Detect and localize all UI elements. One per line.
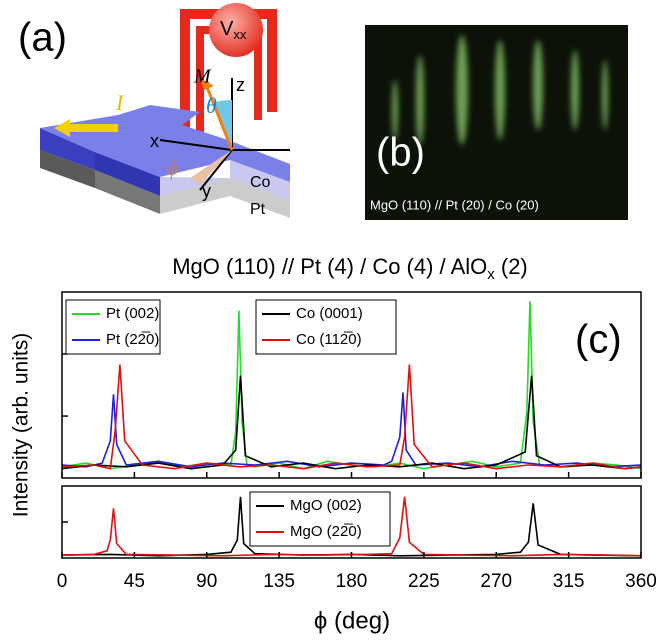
caption: MgO (110) // Pt (20) / Co (20) — [370, 197, 539, 212]
legend-label: Co (0001) — [296, 305, 363, 322]
x-tick-label: 90 — [196, 571, 217, 592]
series-line — [61, 392, 642, 468]
legend-box — [255, 299, 397, 355]
voltmeter — [209, 3, 263, 57]
legend-label: MgO (002) — [290, 497, 362, 514]
title-main: MgO (110) // Pt (4) / Co (4) / AlO — [172, 254, 487, 279]
rheed-streaks — [392, 35, 608, 145]
legend-label: MgO (22̅0) — [290, 523, 362, 540]
current-arrow — [54, 119, 70, 137]
y-label: y — [202, 181, 211, 201]
x-axis-label: ϕ (deg) — [314, 607, 390, 634]
legend-label: Pt (22̅0) — [106, 331, 159, 348]
m-arrow — [200, 78, 214, 90]
panel-a: (a) Vxx M θ z I x ϕ y Co Pt — [18, 3, 290, 218]
z-label: z — [236, 75, 245, 95]
title-end: (2) — [495, 254, 528, 279]
x-tick-label: 270 — [480, 571, 512, 592]
legend-box — [65, 299, 161, 355]
x-tick-label: 360 — [625, 571, 657, 592]
pt-side — [40, 150, 95, 188]
panel-label: (c) — [575, 318, 622, 362]
co-side — [95, 152, 160, 196]
legend-label: Co (112̅0) — [296, 331, 362, 348]
x-tick-label: 135 — [263, 571, 295, 592]
i-label: I — [115, 90, 125, 115]
title-sub: x — [487, 266, 495, 283]
co-side — [160, 160, 290, 200]
series-line — [61, 375, 642, 470]
x-label: x — [150, 131, 159, 151]
pt-side — [160, 178, 290, 218]
x-tick-label: 225 — [408, 571, 440, 592]
x-tick-label: 0 — [57, 571, 68, 592]
pt-side — [95, 170, 160, 214]
v: V — [220, 18, 234, 40]
v-sub: xx — [233, 27, 247, 42]
voltage-label: Vxx — [220, 18, 247, 42]
x-tick-label: 315 — [553, 571, 585, 592]
panel-label: (a) — [18, 16, 67, 60]
panel-b: (b) MgO (110) // Pt (20) / Co (20) — [365, 25, 628, 220]
co-side — [40, 128, 95, 170]
series-line — [61, 364, 642, 470]
series-line — [61, 496, 642, 557]
m-label: M — [193, 66, 212, 88]
chart-title: MgO (110) // Pt (4) / Co (4) / AlOx (2) — [172, 254, 528, 283]
legend-box — [249, 491, 391, 547]
panel-label: (b) — [376, 131, 425, 175]
axes — [159, 78, 290, 191]
m-arrow — [203, 81, 234, 151]
co-label: Co — [250, 174, 271, 191]
x-tick-label: 180 — [336, 571, 368, 592]
phi-angle — [190, 150, 232, 185]
x-tick-label: 45 — [124, 571, 145, 592]
legend-label: Pt (002) — [106, 305, 159, 322]
pt-label: Pt — [250, 201, 266, 218]
theta-label: θ — [206, 93, 217, 118]
y-axis-label: Intensity (arb. units) — [10, 333, 33, 517]
phi-label: ϕ — [167, 155, 178, 180]
